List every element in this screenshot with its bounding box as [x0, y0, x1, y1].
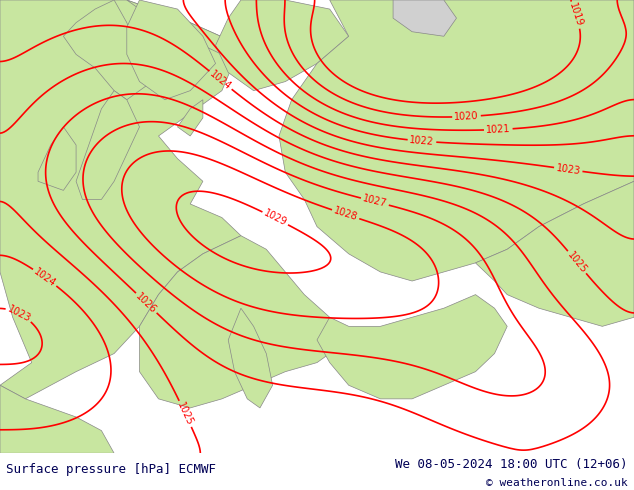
Text: 1020: 1020 — [454, 111, 479, 122]
Polygon shape — [0, 385, 114, 453]
Polygon shape — [127, 0, 241, 54]
Polygon shape — [178, 99, 203, 136]
Polygon shape — [63, 0, 152, 99]
Text: 1023: 1023 — [555, 163, 581, 176]
Polygon shape — [139, 236, 349, 408]
Text: 1028: 1028 — [332, 206, 359, 223]
Polygon shape — [393, 0, 456, 36]
Text: 1021: 1021 — [486, 124, 511, 135]
Polygon shape — [317, 294, 507, 399]
Polygon shape — [279, 0, 634, 281]
Text: 1023: 1023 — [6, 304, 32, 324]
Polygon shape — [228, 308, 273, 408]
Text: 1026: 1026 — [134, 291, 158, 315]
Polygon shape — [216, 0, 349, 91]
Text: Surface pressure [hPa] ECMWF: Surface pressure [hPa] ECMWF — [6, 463, 216, 476]
Text: 1029: 1029 — [262, 208, 288, 228]
Polygon shape — [38, 127, 76, 191]
Text: 1024: 1024 — [32, 266, 58, 289]
Text: 1024: 1024 — [208, 69, 233, 92]
Text: 1027: 1027 — [361, 194, 388, 210]
Text: 1019: 1019 — [567, 2, 584, 28]
Polygon shape — [76, 91, 139, 199]
Text: 1025: 1025 — [566, 249, 589, 275]
Text: We 08-05-2024 18:00 UTC (12+06): We 08-05-2024 18:00 UTC (12+06) — [395, 458, 628, 471]
Polygon shape — [0, 0, 241, 399]
Text: © weatheronline.co.uk: © weatheronline.co.uk — [486, 478, 628, 488]
Polygon shape — [476, 181, 634, 326]
Text: 1025: 1025 — [176, 400, 195, 427]
Text: 1022: 1022 — [409, 135, 435, 147]
Polygon shape — [127, 0, 216, 99]
